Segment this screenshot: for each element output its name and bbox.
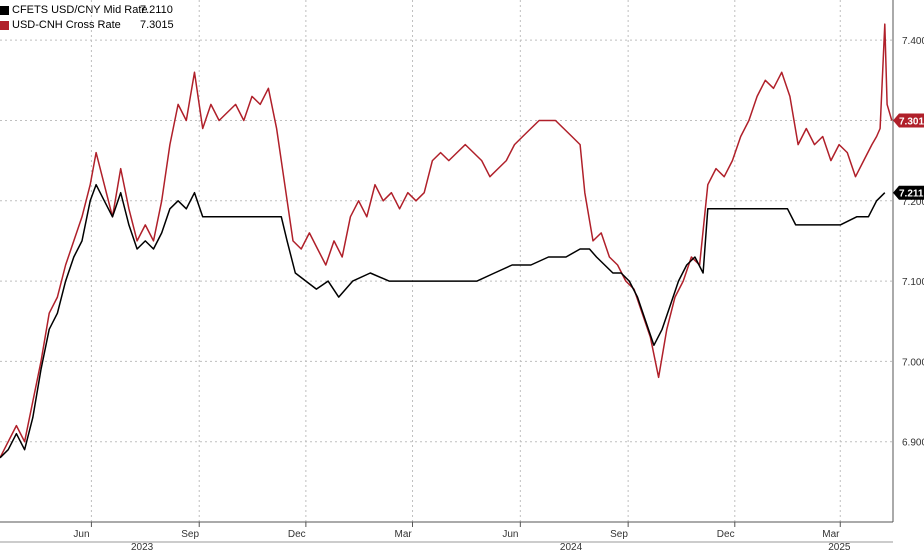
y-tick-label: 7.100 <box>902 277 924 288</box>
year-label: 2023 <box>131 542 154 553</box>
x-tick-label: Jun <box>502 529 518 540</box>
x-tick-label: Sep <box>610 529 628 540</box>
year-label: 2024 <box>560 542 583 553</box>
y-tick-label: 7.400 <box>902 36 924 47</box>
year-label: 2025 <box>828 542 851 553</box>
x-tick-label: Dec <box>717 529 735 540</box>
y-tick-label: 6.900 <box>902 438 924 449</box>
x-tick-label: Mar <box>822 529 840 540</box>
x-tick-label: Mar <box>395 529 413 540</box>
badge-text: 7.211 <box>899 189 924 200</box>
badge-text: 7.301 <box>899 116 924 127</box>
x-tick-label: Dec <box>288 529 306 540</box>
last-value-badge-cnh: 7.301 <box>893 113 924 127</box>
last-value-badge-cfets: 7.211 <box>893 186 924 200</box>
y-tick-label: 7.000 <box>902 357 924 368</box>
x-tick-label: Sep <box>181 529 199 540</box>
x-tick-label: Jun <box>73 529 89 540</box>
